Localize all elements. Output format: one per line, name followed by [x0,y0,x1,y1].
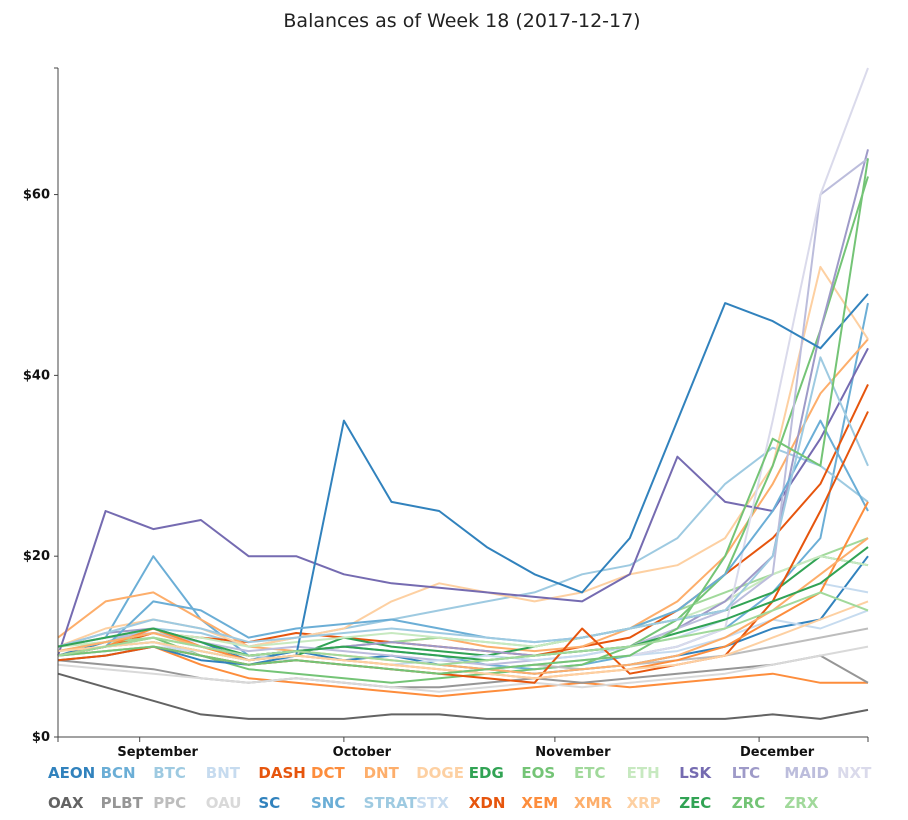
series-line-oau[interactable] [57,645,869,693]
x-tick-label: September [117,745,198,760]
series-line-lsk[interactable] [57,347,869,656]
series-line-zec[interactable] [57,546,869,662]
legend-item-stx[interactable]: STX [416,794,449,812]
legend-item-maid[interactable]: MAID [784,764,829,782]
legend-item-sc[interactable]: SC [258,794,280,812]
legend-item-bnt[interactable]: BNT [206,764,241,782]
chart-title: Balances as of Week 18 (2017-12-17) [283,10,640,32]
legend-item-xmr[interactable]: XMR [574,794,612,812]
legend-item-aeon[interactable]: AEON [48,764,95,782]
series-line-ltc[interactable] [57,149,869,657]
series-line-strat[interactable] [57,356,869,648]
y-tick-label: $60 [23,188,50,203]
series-line-dnt[interactable] [57,338,869,653]
legend-item-dct[interactable]: DCT [311,764,345,782]
series-line-dct[interactable] [57,645,868,698]
legend-item-dash[interactable]: DASH [258,764,305,782]
series-line-dash[interactable] [57,383,869,657]
series-line-oax[interactable] [57,672,869,720]
legend-item-edg[interactable]: EDG [469,764,504,782]
series-line-sc[interactable] [57,293,869,666]
legend-item-ltc[interactable]: LTC [732,764,760,782]
legend-item-oax[interactable]: OAX [48,794,84,812]
legend-item-bcn[interactable]: BCN [101,764,136,782]
series-group [57,67,869,720]
y-tick-label: $0 [32,730,50,745]
legend-item-zrx[interactable]: ZRX [784,794,818,812]
series-line-snc[interactable] [57,419,869,657]
series-line-nxt[interactable] [57,67,869,675]
legend-item-nxt[interactable]: NXT [837,764,872,782]
legend-item-zrc[interactable]: ZRC [732,794,765,812]
x-tick-label: November [535,745,611,760]
legend-item-eos[interactable]: EOS [521,764,555,782]
series-line-zrx[interactable] [57,591,869,666]
legend: AEON BCN BTC BNT DASH DCT DNT DOGE EDG EOS ETC ETH L… [48,764,872,812]
legend-item-dnt[interactable]: DNT [364,764,400,782]
series-line-bcn[interactable] [57,302,869,671]
y-axis: $0 $20 $40 $60 [23,67,58,745]
legend-item-strat[interactable]: STRAT [364,794,418,812]
legend-item-eth[interactable]: ETH [627,764,660,782]
legend-item-ppc[interactable]: PPC [153,794,186,812]
legend-item-lsk[interactable]: LSK [679,764,712,782]
x-axis: September October November December [57,737,869,760]
legend-item-snc[interactable]: SNC [311,794,345,812]
legend-item-oau[interactable]: OAU [206,794,242,812]
y-tick-label: $40 [23,368,50,383]
legend-item-doge[interactable]: DOGE [416,764,464,782]
legend-item-plbt[interactable]: PLBT [101,794,144,812]
series-line-zrc[interactable] [57,158,869,675]
y-tick-label: $20 [23,549,50,564]
legend-item-btc[interactable]: BTC [153,764,186,782]
x-tick-label: December [740,745,815,760]
legend-item-xem[interactable]: XEM [521,794,558,812]
x-tick-label: October [333,745,392,760]
legend-item-xdn[interactable]: XDN [469,794,506,812]
legend-item-zec[interactable]: ZEC [679,794,711,812]
legend-item-etc[interactable]: ETC [574,764,606,782]
series-line-btc[interactable] [57,446,869,653]
legend-item-xrp[interactable]: XRP [627,794,661,812]
